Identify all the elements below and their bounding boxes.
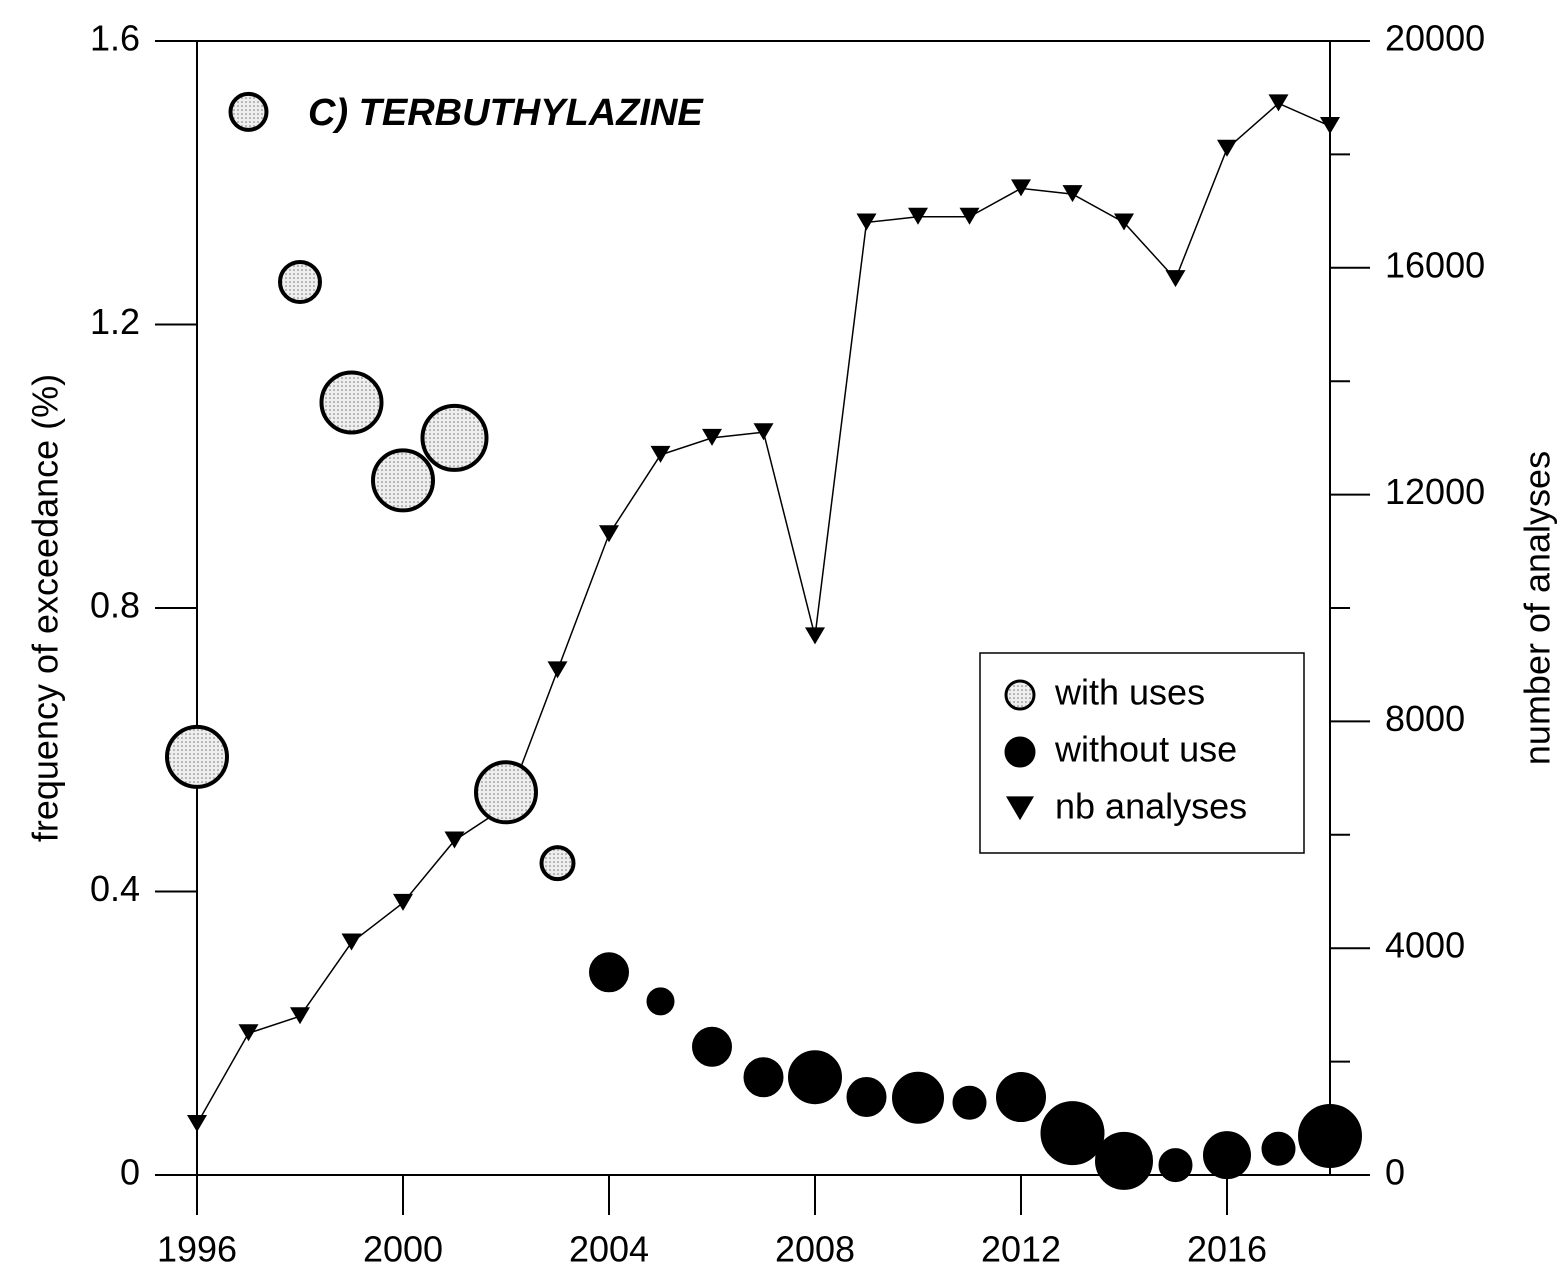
triangle-marker [599, 525, 619, 543]
y-axis-label: frequency of exceedance (%) [25, 374, 66, 842]
x-tick-label: 1996 [157, 1229, 237, 1270]
bubble [646, 987, 675, 1016]
bubble [788, 1050, 842, 1105]
y-tick-label: 0.4 [90, 868, 140, 909]
y-tick-label: 1.6 [90, 18, 140, 59]
triangle-marker [1165, 270, 1186, 288]
triangle-marker [753, 423, 774, 441]
triangle-marker [650, 445, 671, 463]
legend-label: with uses [1054, 672, 1205, 713]
legend-label: without use [1054, 729, 1237, 770]
y2-tick-label: 0 [1385, 1152, 1405, 1193]
triangle-marker [856, 213, 877, 231]
bubble [1261, 1131, 1296, 1166]
legend-label: nb analyses [1055, 786, 1247, 827]
x-tick-label: 2012 [981, 1229, 1061, 1270]
triangle-marker [187, 1114, 207, 1132]
triangle-marker [805, 627, 825, 645]
legend-marker [1004, 736, 1036, 768]
bubble [1298, 1104, 1362, 1169]
triangle-marker [238, 1024, 259, 1042]
y2-tick-label: 4000 [1385, 925, 1465, 966]
triangle-marker [547, 661, 568, 679]
y-tick-label: 1.2 [90, 301, 140, 342]
legend-marker [1004, 679, 1036, 711]
bubble [892, 1071, 944, 1124]
triangle-marker [341, 933, 362, 951]
bubble [996, 1072, 1046, 1123]
chart-title: C) TERBUTHYLAZINE [308, 92, 704, 134]
x-tick-label: 2008 [775, 1229, 855, 1270]
triangle-marker [1062, 185, 1083, 203]
bubble [371, 448, 435, 513]
triangle-marker [290, 1007, 310, 1025]
bubble [1158, 1148, 1193, 1183]
y2-tick-label: 20000 [1385, 18, 1485, 59]
triangle-marker [1268, 94, 1289, 112]
triangle-marker [1114, 213, 1134, 231]
bubble [319, 370, 384, 435]
y-tick-label: 0.8 [90, 585, 140, 626]
triangle-marker [959, 207, 980, 225]
y2-tick-label: 8000 [1385, 698, 1465, 739]
bubble [228, 91, 269, 132]
y2-tick-label: 16000 [1385, 244, 1485, 285]
bubble [952, 1085, 987, 1120]
x-tick-label: 2000 [363, 1229, 443, 1270]
triangle-marker [908, 207, 928, 225]
bubble [846, 1077, 887, 1118]
x-tick-label: 2016 [1187, 1229, 1267, 1270]
bubble [1040, 1101, 1105, 1166]
y2-axis-label: number of analyses [1517, 451, 1558, 765]
bubble [1203, 1131, 1251, 1180]
series-line [196, 102, 1331, 1125]
triangle-marker [444, 831, 465, 849]
bubble [539, 845, 576, 882]
bubble [692, 1026, 732, 1067]
bubble [474, 760, 538, 825]
triangle-marker [393, 893, 413, 911]
bubble [420, 403, 489, 472]
bubble [589, 952, 629, 993]
bubble [743, 1057, 784, 1098]
triangle-marker [1011, 179, 1031, 197]
x-tick-label: 2004 [569, 1229, 649, 1270]
triangle-marker [702, 428, 722, 446]
triangle-marker [1320, 117, 1340, 135]
y-tick-label: 0 [120, 1152, 140, 1193]
bubble [165, 724, 229, 789]
triangle-marker [1217, 139, 1237, 157]
bubble [278, 259, 322, 304]
bubble [1095, 1131, 1153, 1190]
y2-tick-label: 12000 [1385, 471, 1485, 512]
legend-marker [1006, 796, 1034, 821]
